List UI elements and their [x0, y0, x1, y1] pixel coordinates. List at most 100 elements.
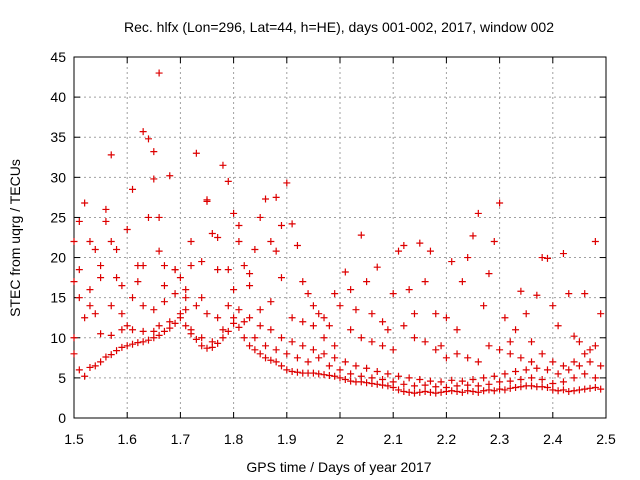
data-point — [166, 318, 174, 326]
data-point — [75, 217, 83, 225]
data-point — [512, 367, 520, 375]
data-point — [214, 266, 222, 274]
data-point — [129, 326, 137, 334]
data-point — [565, 388, 573, 396]
data-point — [304, 358, 312, 366]
y-tick-label: 5 — [58, 370, 66, 386]
data-point — [565, 290, 573, 298]
data-point — [192, 335, 200, 343]
x-axis-label: GPS time / Days of year 2017 — [246, 459, 431, 475]
data-point — [331, 372, 339, 380]
data-point — [357, 231, 365, 239]
data-point — [118, 343, 126, 351]
data-point — [543, 366, 551, 374]
data-point — [107, 302, 115, 310]
data-point — [490, 238, 498, 246]
data-point — [533, 291, 541, 299]
data-point — [395, 247, 403, 255]
data-point — [400, 242, 408, 250]
data-point — [144, 336, 152, 344]
data-point — [187, 262, 195, 270]
data-point — [256, 306, 264, 314]
data-point — [410, 389, 418, 397]
data-point — [198, 258, 206, 266]
data-point — [437, 388, 445, 396]
data-point — [570, 374, 578, 382]
data-point — [86, 363, 94, 371]
data-point — [421, 388, 429, 396]
data-point — [240, 334, 248, 342]
data-point — [384, 326, 392, 334]
data-point — [139, 262, 147, 270]
data-point — [203, 310, 211, 318]
chart-title: Rec. hlfx (Lon=296, Lat=44, h=HE), days … — [124, 19, 554, 35]
data-point — [203, 344, 211, 352]
x-tick-label: 2.1 — [383, 431, 403, 447]
data-point — [230, 286, 238, 294]
data-point — [277, 221, 285, 229]
data-point — [389, 290, 397, 298]
data-point — [586, 358, 594, 366]
data-point — [559, 386, 567, 394]
data-point — [155, 247, 163, 255]
data-point — [320, 314, 328, 322]
data-point — [538, 254, 546, 262]
x-tick-label: 2 — [336, 431, 344, 447]
data-point — [469, 375, 477, 383]
data-point — [144, 213, 152, 221]
data-point — [512, 384, 520, 392]
data-point — [410, 334, 418, 342]
data-point — [171, 319, 179, 327]
data-point — [113, 246, 121, 254]
data-point — [288, 338, 296, 346]
data-point — [293, 368, 301, 376]
data-point — [214, 339, 222, 347]
data-point — [198, 334, 206, 342]
data-point — [432, 310, 440, 318]
data-point — [182, 286, 190, 294]
data-point — [549, 302, 557, 310]
data-point — [150, 306, 158, 314]
data-point — [97, 262, 105, 270]
data-point — [597, 385, 605, 393]
data-points — [70, 69, 605, 397]
data-point — [410, 310, 418, 318]
data-point — [464, 254, 472, 262]
data-point — [182, 306, 190, 314]
data-point — [485, 380, 493, 388]
data-point — [347, 370, 355, 378]
y-tick-labels: 0 5 10 15 20 25 30 35 40 45 — [50, 49, 66, 426]
data-point — [251, 346, 259, 354]
data-point — [129, 340, 137, 348]
data-point — [81, 199, 89, 207]
data-point — [336, 366, 344, 374]
data-point — [160, 298, 168, 306]
data-point — [480, 387, 488, 395]
data-point — [208, 229, 216, 237]
data-point — [591, 384, 599, 392]
data-point — [129, 294, 137, 302]
data-point — [277, 334, 285, 342]
data-point — [315, 354, 323, 362]
data-point — [586, 384, 594, 392]
data-point — [528, 382, 536, 390]
data-point — [533, 364, 541, 372]
data-point — [517, 287, 525, 295]
data-point — [219, 161, 227, 169]
data-point — [325, 362, 333, 370]
data-point — [453, 350, 461, 358]
data-point — [246, 342, 254, 350]
data-point — [91, 362, 99, 370]
data-point — [315, 370, 323, 378]
data-point — [86, 238, 94, 246]
data-point — [171, 290, 179, 298]
data-point — [171, 266, 179, 274]
x-tick-label: 1.5 — [64, 431, 84, 447]
data-point — [160, 327, 168, 335]
data-point — [559, 362, 567, 370]
data-point — [400, 322, 408, 330]
data-point — [591, 374, 599, 382]
data-point — [501, 370, 509, 378]
data-point — [581, 385, 589, 393]
data-point — [246, 282, 254, 290]
